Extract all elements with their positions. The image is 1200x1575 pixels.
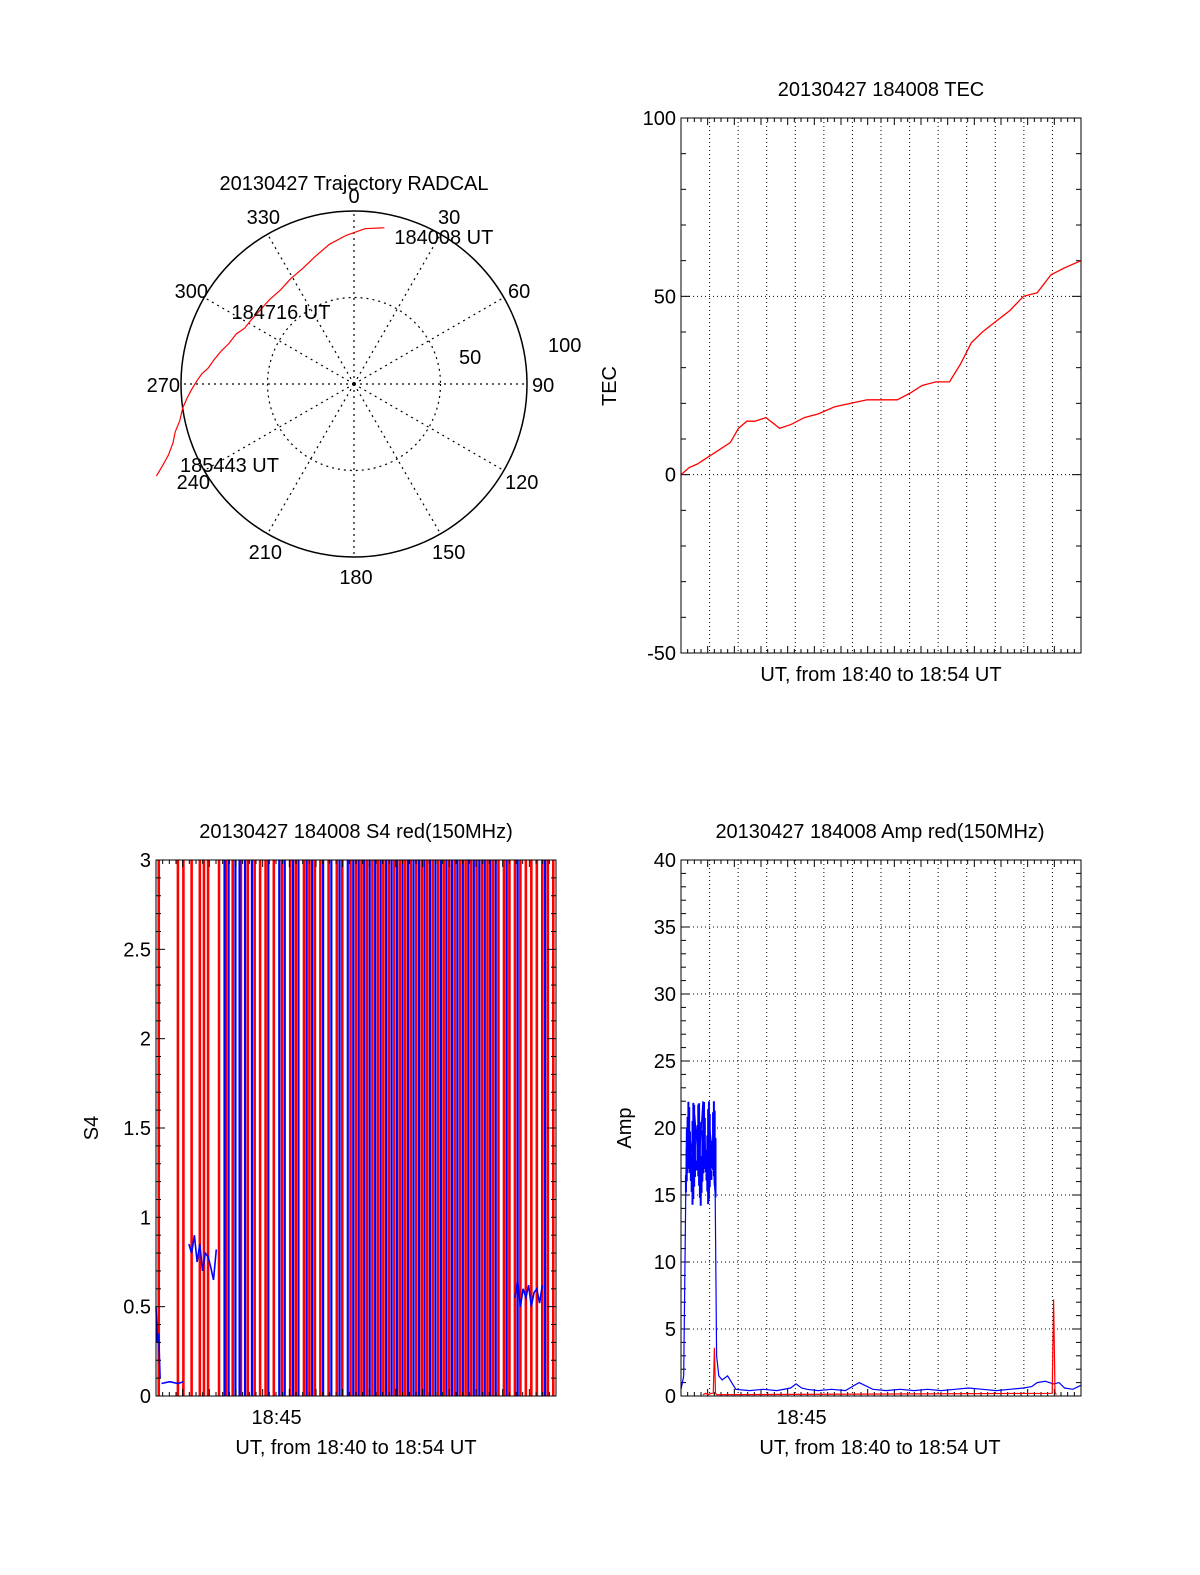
amp-xtick-label: 18:45 xyxy=(777,1407,827,1429)
s4-blue-line xyxy=(161,1380,184,1385)
azimuth-label: 60 xyxy=(508,281,530,303)
s4-ytick-label: 0.5 xyxy=(123,1297,151,1319)
polar-spoke xyxy=(203,296,355,385)
trajectory-line xyxy=(155,227,385,477)
s4-ytick-label: 2 xyxy=(140,1029,151,1051)
polar-spoke xyxy=(353,383,505,472)
s4-ytick-label: 1.5 xyxy=(123,1118,151,1140)
polar-grid xyxy=(180,210,528,558)
azimuth-label: 90 xyxy=(532,375,554,397)
s4-series xyxy=(155,860,555,1396)
tec-line xyxy=(680,260,1082,476)
azimuth-label: 180 xyxy=(339,567,372,589)
radius-label: 50 xyxy=(459,347,481,369)
azimuth-label: 210 xyxy=(249,542,282,564)
radius-label: 100 xyxy=(548,335,581,357)
polar-spoke xyxy=(266,383,355,535)
polar-outer-ring xyxy=(180,210,528,558)
s4-panel: 20130427 184008 S4 red(150MHz) UT, from … xyxy=(81,821,557,1459)
tec-ytick-label: 100 xyxy=(643,108,676,130)
s4-ytick-label: 0 xyxy=(140,1386,151,1408)
polar-spoke xyxy=(203,383,355,472)
amp-title: 20130427 184008 Amp red(150MHz) xyxy=(715,821,1044,843)
amp-ytick-label: 5 xyxy=(665,1319,676,1341)
tec-ylabel: TEC xyxy=(599,366,621,406)
polar-radius-labels: 50 100 xyxy=(459,335,581,369)
trajectory-path xyxy=(155,227,385,477)
azimuth-label: 120 xyxy=(505,472,538,494)
amp-ytick-label: 40 xyxy=(654,850,676,872)
amp-ytick-label: 10 xyxy=(654,1252,676,1274)
trajectory-time-label: 184716 UT xyxy=(231,302,330,324)
polar-spoke xyxy=(353,296,505,385)
s4-ytick-label: 2.5 xyxy=(123,939,151,961)
tec-series xyxy=(680,260,1082,476)
azimuth-label: 0 xyxy=(348,186,359,208)
azimuth-label: 240 xyxy=(177,472,210,494)
amp-plot-frame xyxy=(680,859,1082,1397)
amp-ytick-label: 35 xyxy=(654,917,676,939)
amp-series xyxy=(680,1101,1082,1396)
trajectory-polar-panel: 20130427 Trajectory RADCAL 0 30 60 90 120 150… xyxy=(147,173,582,589)
amp-grid xyxy=(681,859,1081,1397)
amp-ytick-label: 25 xyxy=(654,1051,676,1073)
amp-ylabel: Amp xyxy=(614,1107,636,1148)
trajectory-time-label: 184008 UT xyxy=(394,227,493,249)
polar-spoke xyxy=(353,383,442,535)
amp-ytick-label: 15 xyxy=(654,1185,676,1207)
tec-ytick-label: -50 xyxy=(647,643,676,665)
amp-ytick-label: 0 xyxy=(665,1386,676,1408)
polar-azimuth-labels: 0 30 60 90 120 150 180 210 240 270 300 330 xyxy=(147,186,555,589)
tec-ytick-label: 50 xyxy=(654,286,676,308)
amp-ytick-label: 30 xyxy=(654,984,676,1006)
trajectory-title: 20130427 Trajectory RADCAL xyxy=(219,173,488,195)
azimuth-label: 270 xyxy=(147,375,180,397)
polar-spoke xyxy=(266,233,355,385)
amp-ytick-label: 20 xyxy=(654,1118,676,1140)
tec-ytick-labels: -50 0 50 100 xyxy=(643,108,676,665)
s4-ylabel: S4 xyxy=(81,1116,103,1140)
s4-blue-line xyxy=(514,1279,544,1307)
s4-title: 20130427 184008 S4 red(150MHz) xyxy=(199,821,513,843)
s4-blue-line xyxy=(188,1235,218,1281)
polar-inner-ring xyxy=(266,296,442,472)
polar-spoke xyxy=(353,233,442,385)
amp-xtick-labels: 18:45 xyxy=(777,1407,827,1429)
amp-xlabel: UT, from 18:40 to 18:54 UT xyxy=(759,1437,1000,1459)
azimuth-label: 330 xyxy=(247,207,280,229)
s4-ytick-label: 1 xyxy=(140,1207,151,1229)
s4-ytick-label: 3 xyxy=(140,850,151,872)
azimuth-label: 150 xyxy=(432,542,465,564)
amp-red-line xyxy=(702,1299,1057,1396)
tec-panel: 20130427 184008 TEC UT, from 18:40 to 18… xyxy=(599,79,1082,686)
s4-xtick-labels: 18:45 xyxy=(252,1407,302,1429)
azimuth-label: 30 xyxy=(438,207,460,229)
trajectory-time-label: 185443 UT xyxy=(180,455,279,477)
tec-title: 20130427 184008 TEC xyxy=(778,79,984,101)
tec-plot-frame xyxy=(680,117,1082,654)
amp-panel: 20130427 184008 Amp red(150MHz) UT, from… xyxy=(614,821,1082,1459)
azimuth-label: 300 xyxy=(175,281,208,303)
s4-xtick-label: 18:45 xyxy=(252,1407,302,1429)
s4-ytick-labels: 0 0.5 1 1.5 2 2.5 3 xyxy=(123,850,556,1408)
tec-ytick-label: 0 xyxy=(665,465,676,487)
s4-xlabel: UT, from 18:40 to 18:54 UT xyxy=(235,1437,476,1459)
tec-grid xyxy=(681,117,1081,654)
amp-ytick-labels: 0 5 10 15 20 25 30 35 40 xyxy=(654,850,676,1408)
trajectory-annotations: 184008 UT 184716 UT 185443 UT xyxy=(180,227,493,477)
tec-xlabel: UT, from 18:40 to 18:54 UT xyxy=(760,664,1001,686)
